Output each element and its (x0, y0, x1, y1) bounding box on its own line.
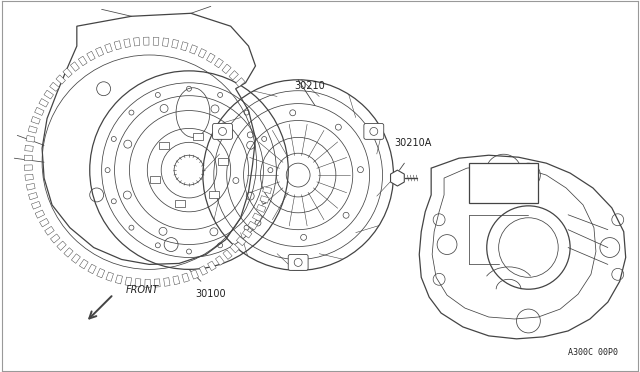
Text: FRONT: FRONT (125, 285, 159, 295)
Polygon shape (173, 276, 180, 285)
Polygon shape (31, 201, 41, 209)
Polygon shape (87, 51, 95, 61)
Polygon shape (57, 241, 67, 250)
Polygon shape (260, 196, 269, 203)
Bar (218, 158, 227, 164)
Polygon shape (124, 39, 131, 48)
Polygon shape (26, 135, 35, 142)
Polygon shape (135, 279, 141, 287)
Polygon shape (79, 259, 88, 269)
FancyBboxPatch shape (212, 124, 232, 140)
Polygon shape (35, 107, 44, 115)
Bar (159, 142, 170, 149)
Polygon shape (236, 78, 245, 87)
Polygon shape (172, 39, 179, 48)
Polygon shape (243, 229, 252, 238)
Text: 30210A: 30210A (394, 138, 432, 148)
Polygon shape (390, 170, 404, 186)
Polygon shape (29, 192, 38, 200)
Polygon shape (50, 82, 59, 92)
Polygon shape (106, 272, 113, 281)
Polygon shape (163, 38, 169, 46)
Text: 30100: 30100 (195, 289, 226, 299)
Polygon shape (105, 44, 113, 53)
Polygon shape (115, 275, 122, 284)
Polygon shape (25, 174, 33, 180)
Polygon shape (114, 41, 122, 50)
Polygon shape (154, 279, 160, 287)
Polygon shape (252, 213, 262, 221)
Polygon shape (31, 116, 40, 124)
Polygon shape (180, 42, 188, 51)
Polygon shape (191, 270, 198, 279)
Polygon shape (97, 269, 105, 278)
Polygon shape (262, 187, 271, 193)
Polygon shape (40, 218, 49, 227)
Polygon shape (223, 250, 232, 259)
Polygon shape (72, 254, 81, 263)
Polygon shape (44, 90, 54, 99)
Polygon shape (182, 273, 189, 282)
Polygon shape (88, 264, 96, 274)
Polygon shape (216, 256, 225, 265)
Polygon shape (51, 234, 60, 243)
Bar (469, 163, 538, 203)
Polygon shape (26, 183, 35, 190)
Polygon shape (214, 58, 223, 68)
Text: 30210: 30210 (294, 81, 326, 91)
Polygon shape (35, 210, 45, 218)
Polygon shape (230, 244, 239, 253)
Polygon shape (134, 38, 140, 46)
Text: A300C 00P0: A300C 00P0 (568, 348, 618, 357)
Bar (209, 191, 218, 198)
Polygon shape (70, 62, 79, 71)
Polygon shape (145, 279, 150, 287)
Polygon shape (125, 277, 132, 286)
Polygon shape (207, 53, 215, 62)
Polygon shape (222, 64, 231, 74)
Polygon shape (248, 221, 257, 230)
Polygon shape (24, 165, 33, 170)
Polygon shape (63, 68, 72, 77)
FancyBboxPatch shape (288, 254, 308, 270)
FancyBboxPatch shape (364, 124, 384, 140)
Polygon shape (24, 155, 33, 161)
Polygon shape (198, 49, 207, 58)
Bar (150, 176, 161, 183)
Polygon shape (25, 145, 33, 151)
Polygon shape (28, 126, 37, 133)
Polygon shape (39, 99, 49, 107)
Polygon shape (78, 56, 87, 66)
Bar (175, 200, 185, 207)
Polygon shape (143, 37, 149, 45)
Polygon shape (207, 261, 216, 271)
Polygon shape (236, 237, 246, 246)
Polygon shape (199, 266, 207, 275)
Polygon shape (45, 227, 54, 235)
Polygon shape (257, 205, 266, 212)
Polygon shape (229, 71, 238, 80)
Polygon shape (153, 37, 159, 45)
Polygon shape (56, 75, 65, 84)
Polygon shape (64, 248, 73, 257)
Polygon shape (189, 45, 197, 54)
Bar (193, 133, 203, 140)
Polygon shape (164, 278, 170, 286)
Polygon shape (95, 47, 104, 57)
